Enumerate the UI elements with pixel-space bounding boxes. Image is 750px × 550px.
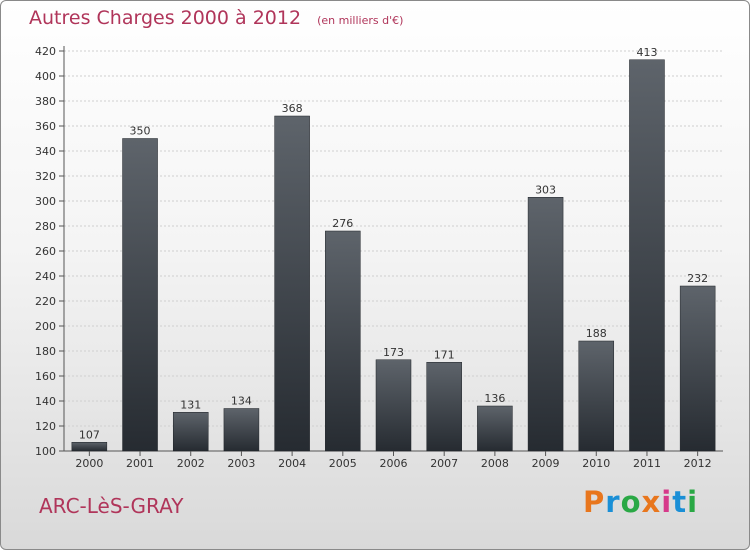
y-tick-label: 320: [35, 170, 56, 183]
bar-2002: [172, 412, 209, 452]
y-tick-label: 380: [35, 95, 56, 108]
x-tick-label-2008: 2008: [481, 457, 509, 470]
x-tick-label-2005: 2005: [329, 457, 357, 470]
x-tick-label-2002: 2002: [177, 457, 205, 470]
y-tick-label: 160: [35, 370, 56, 383]
y-tick-label: 340: [35, 145, 56, 158]
x-tick-label-2000: 2000: [75, 457, 103, 470]
data-label-2007: 171: [434, 348, 455, 361]
x-axis: 2000 2001 2002 2003 2004 2005 2006 2007 2008 2009…: [75, 451, 712, 470]
x-tick-label-2009: 2009: [532, 457, 560, 470]
x-tick-label-2010: 2010: [582, 457, 610, 470]
bar-2008: [477, 405, 513, 452]
data-label-2012: 232: [687, 272, 708, 285]
chart-title: Autres Charges 2000 à 2012 (en milliers …: [29, 7, 403, 29]
bar-2010: [578, 340, 615, 452]
data-label-2002: 131: [180, 398, 201, 411]
bar-2006: [375, 359, 412, 452]
bar-2009: [527, 197, 564, 452]
data-label-2009: 303: [535, 183, 556, 196]
y-tick-label: 140: [35, 395, 56, 408]
y-tick-label: 300: [35, 195, 56, 208]
logo-letter: i: [661, 485, 673, 519]
data-label-2003: 134: [231, 395, 252, 408]
y-tick-label: 280: [35, 220, 56, 233]
y-tick-label: 180: [35, 345, 56, 358]
data-label-2000: 107: [79, 428, 100, 441]
x-tick-label-2001: 2001: [126, 457, 154, 470]
y-tick-label: 220: [35, 295, 56, 308]
logo-letter: x: [641, 485, 662, 519]
data-label-2010: 188: [586, 327, 607, 340]
x-tick-label-2012: 2012: [684, 457, 712, 470]
y-tick-label: 420: [35, 45, 56, 58]
bars: 107 350 131 134 368 276 173 171 136 303 188 413 232: [71, 46, 716, 452]
logo-letter: o: [620, 485, 642, 519]
bar-2000: [71, 442, 108, 452]
y-tick-label: 240: [35, 270, 56, 283]
data-label-2005: 276: [332, 217, 353, 230]
bar-2007: [426, 362, 462, 452]
data-label-2011: 413: [636, 46, 657, 59]
title-main: Autres Charges 2000 à 2012: [29, 7, 302, 29]
y-tick-label: 260: [35, 245, 56, 258]
x-tick-label-2004: 2004: [278, 457, 306, 470]
bar-2011: [629, 59, 665, 452]
bar-2003: [223, 408, 260, 452]
data-label-2004: 368: [282, 102, 303, 115]
logo-letter: r: [605, 485, 621, 519]
x-tick-label-2011: 2011: [633, 457, 661, 470]
bar-2005: [325, 230, 361, 452]
logo-letter: t: [672, 485, 688, 519]
data-label-2008: 136: [484, 392, 505, 405]
data-label-2001: 350: [130, 125, 151, 138]
commune-name: ARC-LèS-GRAY: [39, 494, 184, 518]
x-tick-label-2006: 2006: [380, 457, 408, 470]
logo-letter: P: [583, 485, 606, 519]
bar-2012: [679, 285, 716, 452]
y-tick-label: 120: [35, 420, 56, 433]
bar-2004: [274, 115, 310, 452]
proxiti-logo: Proxiti: [583, 485, 698, 519]
bar-2001: [122, 138, 158, 452]
logo-letter: i: [687, 485, 699, 519]
x-tick-label-2003: 2003: [227, 457, 255, 470]
y-axis: 100 120 140 160 180 200 220 240 260 280 300 320 340 3…: [35, 45, 723, 458]
y-tick-label: 360: [35, 120, 56, 133]
y-tick-label: 100: [35, 445, 56, 458]
y-tick-label: 200: [35, 320, 56, 333]
x-tick-label-2007: 2007: [430, 457, 458, 470]
title-unit: (en milliers d'€): [317, 14, 404, 27]
y-tick-label: 400: [35, 70, 56, 83]
data-label-2006: 173: [383, 346, 404, 359]
